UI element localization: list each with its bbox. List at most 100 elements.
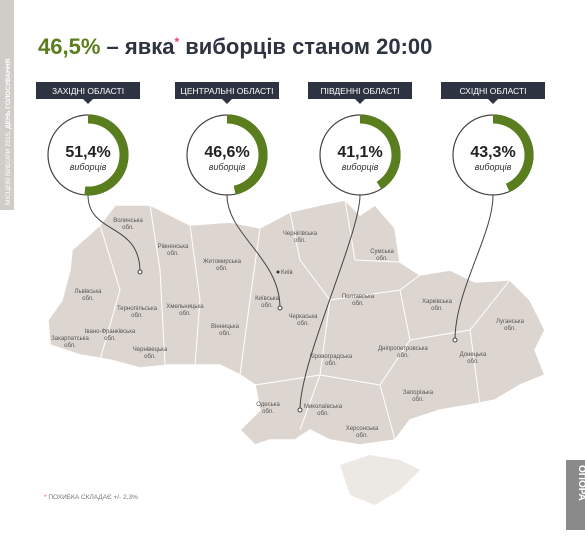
- oblast-label: Донецька обл.: [460, 352, 487, 365]
- donut-arc: [226, 114, 268, 195]
- logo: ОПОРА: [576, 465, 585, 501]
- oblast-suffix: обл.: [216, 266, 228, 272]
- capital-dot: [276, 270, 280, 274]
- donut-arc: [84, 114, 129, 196]
- badge-arrow: [488, 99, 498, 104]
- oblast-label: Херсонська обл.: [346, 426, 379, 439]
- oblast-label: Рівненська обл.: [158, 244, 189, 257]
- oblast-name: Тернопільська: [117, 306, 158, 312]
- region-caption: виборців: [209, 162, 246, 172]
- pointer-line: [226, 194, 281, 309]
- region-caption: виборців: [342, 162, 379, 172]
- oblast-suffix: обл.: [317, 411, 329, 417]
- region-value: 41,1%: [337, 144, 382, 161]
- oblast-name: Миколаївська: [304, 404, 343, 410]
- oblast-label: Кіровоградська обл.: [310, 354, 353, 367]
- oblast-name: Львівська: [75, 289, 103, 295]
- pointer-line: [87, 194, 141, 273]
- pointer-line: [454, 194, 494, 341]
- pointer-dot: [452, 337, 458, 343]
- oblast-label: Чернівецька обл.: [133, 347, 168, 360]
- oblast-name: Харківська: [422, 299, 453, 305]
- oblast-label: Хмельницька обл.: [166, 304, 204, 317]
- logo-box: [566, 460, 585, 530]
- title-text: виборців станом 20:00: [185, 34, 432, 59]
- oblast-suffix: обл.: [412, 397, 424, 403]
- region-badge: [175, 82, 279, 99]
- oblast-suffix: обл.: [325, 361, 337, 367]
- region-name: ЦЕНТРАЛЬНІ ОБЛАСТІ: [181, 86, 274, 96]
- capital-label: Київ: [281, 270, 293, 276]
- oblast-label: Житомирська обл.: [203, 259, 242, 272]
- oblast-suffix: обл.: [356, 433, 368, 439]
- oblast-name: Київська: [255, 296, 280, 302]
- region-value: 43,3%: [470, 144, 515, 161]
- oblast-suffix: обл.: [376, 256, 388, 262]
- oblast-suffix: обл.: [167, 251, 179, 257]
- oblast-name: Дніпропетровська: [378, 346, 428, 352]
- oblast-suffix: обл.: [179, 311, 191, 317]
- oblast-label: Івано-Франківська обл.: [85, 329, 136, 342]
- sidebar-subtitle: ДЕНЬ ГОЛОСУВАННЯ: [5, 58, 12, 128]
- oblast-name: Житомирська: [203, 259, 242, 265]
- oblast-suffix: обл.: [397, 353, 409, 359]
- oblast-name: Луганська: [496, 319, 525, 325]
- oblast-label: Полтавська обл.: [342, 294, 375, 307]
- donut-arc: [359, 114, 401, 190]
- oblast-name: Вінницька: [211, 324, 240, 330]
- oblast-name: Кіровоградська: [310, 354, 353, 360]
- sidebar-text: МІСЦЕВІ ВИБОРИ 2015. ДЕНЬ ГОЛОСУВАННЯ: [5, 58, 12, 205]
- oblast-label: Закарпатська обл.: [51, 336, 89, 349]
- oblast-suffix: обл.: [122, 225, 134, 231]
- oblast-label: Чернігівська обл.: [283, 231, 318, 244]
- oblast-borders: [99, 199, 511, 441]
- region-name: СХІДНІ ОБЛАСТІ: [460, 86, 527, 96]
- region-badge: [441, 82, 545, 99]
- oblast-suffix: обл.: [82, 296, 94, 302]
- oblast-suffix: обл.: [467, 359, 479, 365]
- oblast-name: Черкаська: [289, 314, 319, 320]
- oblast-name: Донецька: [460, 352, 487, 358]
- oblast-suffix: обл.: [64, 343, 76, 349]
- sidebar: [0, 0, 14, 210]
- oblast-name: Херсонська: [346, 426, 379, 432]
- oblast-name: Чернівецька: [133, 347, 168, 353]
- oblast-suffix: обл.: [504, 326, 516, 332]
- oblast-suffix: обл.: [104, 336, 116, 342]
- title-value: 46,5%: [38, 34, 100, 59]
- oblast-label: Одеська обл.: [256, 402, 280, 415]
- region-caption: виборців: [70, 162, 107, 172]
- oblast-label: Дніпропетровська обл.: [378, 346, 428, 359]
- region-caption: виборців: [475, 162, 512, 172]
- map-crimea: [340, 455, 420, 505]
- region-value: 46,6%: [204, 144, 249, 161]
- badge-arrow: [222, 99, 232, 104]
- oblast-suffix: обл.: [262, 409, 274, 415]
- sidebar-title: МІСЦЕВІ ВИБОРИ 2015.: [5, 130, 12, 205]
- pointer-line: [299, 194, 361, 411]
- oblast-label: Волинська обл.: [113, 218, 143, 231]
- oblast-suffix: обл.: [431, 306, 443, 312]
- map-ukraine: [47, 199, 546, 446]
- oblast-label: Львівська обл.: [75, 289, 103, 302]
- oblast-suffix: обл.: [219, 331, 231, 337]
- oblast-suffix: обл.: [294, 238, 306, 244]
- oblast-suffix: обл.: [261, 303, 273, 309]
- pointer-dot: [297, 407, 303, 413]
- oblast-label: Київська обл.: [255, 296, 280, 309]
- title-text: – явка: [107, 34, 176, 59]
- oblast-suffix: обл.: [352, 301, 364, 307]
- oblast-label: Харківська обл.: [422, 299, 453, 312]
- oblast-label: Вінницька обл.: [211, 324, 240, 337]
- oblast-suffix: обл.: [144, 354, 156, 360]
- oblast-name: Чернігівська: [283, 231, 318, 237]
- oblast-label: Сумська обл.: [370, 249, 394, 262]
- oblast-suffix: обл.: [297, 321, 309, 327]
- region-name: ПІВДЕННІ ОБЛАСТІ: [320, 86, 399, 96]
- region-badge: [36, 82, 140, 99]
- footnote: * ПОХИБКА СКЛАДАЄ +/- 2,3%: [44, 494, 138, 501]
- oblast-name: Одеська: [256, 402, 280, 408]
- badge-arrow: [355, 99, 365, 104]
- footnote-mark: *: [44, 494, 47, 501]
